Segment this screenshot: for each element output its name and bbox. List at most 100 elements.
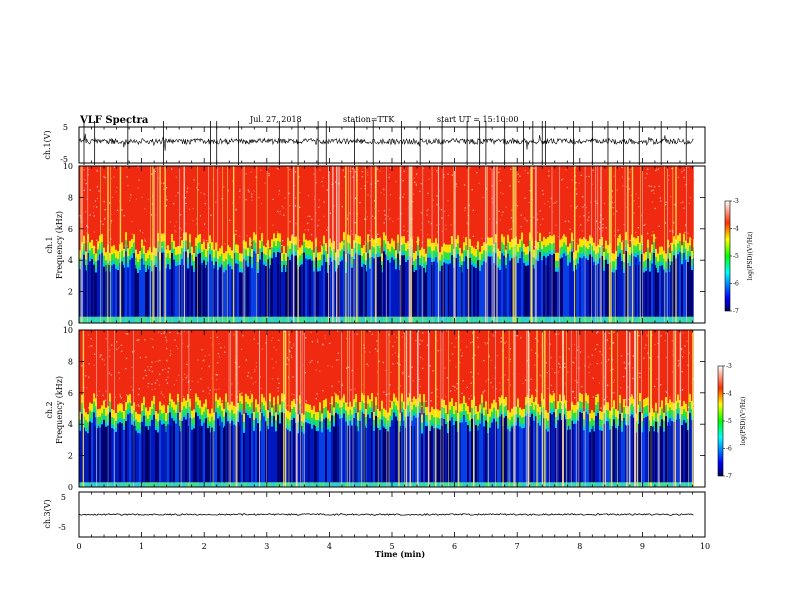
speckle [287, 349, 290, 351]
spectrum-cell [689, 245, 691, 254]
speckle [223, 186, 225, 188]
spectrum-cell [647, 405, 649, 414]
speckle [369, 351, 371, 353]
spectrum-cell [99, 423, 101, 429]
spectrum-cell [95, 253, 97, 268]
spectrum-cell [261, 241, 263, 250]
spectrum-cell [407, 316, 409, 323]
spectrum-cell [351, 316, 353, 323]
speckle [670, 196, 672, 198]
spectrum-cell [205, 257, 207, 266]
spectrum-cell [645, 413, 647, 419]
spectrum-cell [561, 419, 563, 483]
speckle [614, 201, 616, 203]
speckle [152, 346, 154, 348]
speckle [660, 335, 662, 337]
spectrum-cell [479, 423, 481, 483]
spectrum-cell [517, 417, 519, 483]
spectrum-cell [195, 256, 197, 317]
spectrum-cell [469, 412, 471, 427]
spectrum-cell [421, 316, 423, 323]
spectrum-cell [401, 412, 403, 483]
spectrum-cell [413, 267, 415, 273]
speckle [639, 376, 641, 378]
spectrum-cell [279, 404, 281, 419]
speckle [288, 350, 291, 352]
spectrum-cell [605, 316, 607, 323]
spectrum-cell [465, 482, 467, 487]
spectrum-cell [405, 316, 407, 323]
spectrum-cell [677, 316, 679, 323]
spectrum-cell [495, 242, 497, 251]
spectrum-cell [627, 406, 629, 421]
spectrum-cell [105, 252, 107, 267]
speckle [633, 200, 635, 202]
spectrum-cell [559, 413, 561, 483]
spectrum-cell [87, 433, 89, 483]
spectrum-cell [93, 412, 95, 483]
spectrum-cell [167, 316, 169, 323]
spectrum-cell [557, 316, 559, 323]
spectrum-cell [633, 237, 635, 252]
spectrum-cell [93, 253, 95, 262]
speckle [250, 377, 253, 379]
spectrum-cell [665, 272, 667, 317]
spectrum-cell [643, 316, 645, 323]
spectrum-cell [95, 417, 97, 483]
spectrum-cell [135, 316, 137, 323]
spectrum-cell [373, 419, 375, 428]
spectrum-cell [305, 254, 307, 260]
spectrum-cell [377, 253, 379, 259]
spectrum-cell [229, 404, 231, 419]
speckle [132, 389, 134, 391]
speckle [563, 362, 566, 365]
speckle [548, 232, 551, 234]
speckle [605, 361, 608, 363]
spectrum-cell [547, 237, 549, 252]
spectrum-cell [327, 429, 329, 483]
spectrum-cell [663, 316, 665, 323]
spectrum-cell [267, 429, 269, 483]
speckle [431, 205, 434, 208]
speckle [581, 385, 583, 388]
spectrum-cell [459, 411, 461, 420]
speckle [403, 229, 405, 232]
spectrum-cell [679, 316, 681, 323]
spectrum-cell [643, 268, 645, 274]
spectrum-cell [607, 421, 609, 483]
spectrum-cell [517, 398, 519, 413]
spectrum-cell [355, 253, 357, 317]
spectrum-cell [325, 243, 327, 258]
spectrum-cell [211, 482, 213, 487]
speckle [180, 229, 183, 231]
spectrum-cell [507, 429, 509, 483]
spectrum-cell [219, 256, 221, 265]
spectrum-cell [547, 482, 549, 487]
spectrum-cell [535, 482, 537, 487]
spectrum-cell [443, 414, 445, 420]
spectrum-cell [157, 482, 159, 487]
spectrum-cell [641, 250, 643, 256]
spectrum-cell [197, 416, 199, 483]
spectrum-cell [575, 419, 577, 425]
spectrum-cell [561, 253, 563, 259]
spectrum-cell [661, 261, 663, 267]
speckle [404, 359, 407, 361]
spectrum-cell [313, 252, 315, 267]
spectrum-cell [237, 421, 239, 483]
spectrum-cell [193, 272, 195, 317]
spectrum-cell [379, 482, 381, 487]
spectrum-cell [489, 237, 491, 252]
speckle [631, 394, 633, 396]
spectrum-cell [643, 261, 645, 270]
spectrum-cell [499, 270, 501, 317]
speckle [495, 388, 497, 390]
spectrum-cell [413, 271, 415, 317]
spectrum-cell [283, 260, 285, 266]
speckle [666, 391, 668, 394]
spectrum-cell [635, 253, 637, 259]
speckle [517, 173, 519, 175]
spectrum-cell [663, 431, 665, 483]
speckle [524, 197, 526, 199]
spectrum-cell [459, 247, 461, 262]
